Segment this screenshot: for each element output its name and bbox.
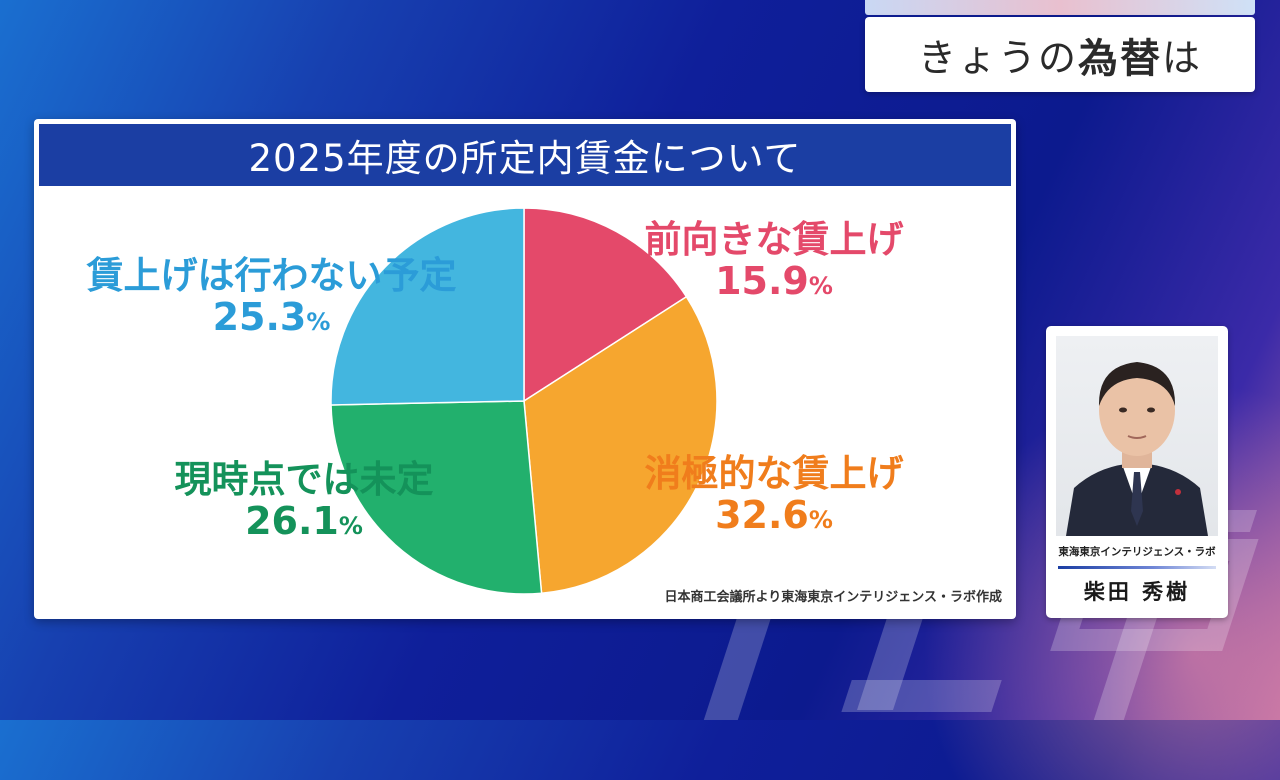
slice-value-1: 32.6 (715, 493, 809, 538)
slice-name-0: 前向きな賃上げ (644, 218, 904, 261)
slice-label-0: 前向きな賃上げ 15.9% (594, 219, 954, 303)
speaker-affiliation: 東海東京インテリジェンス・ラボ (1058, 546, 1216, 558)
chart-title: 2025年度の所定内賃金について (39, 124, 1011, 186)
speaker-name: 柴田 秀樹 (1083, 580, 1191, 604)
slice-value-3: 25.3 (212, 295, 307, 340)
pie-chart (330, 207, 718, 595)
slice-label-2: 現時点では未定 26.1% (144, 459, 464, 543)
topic-header: きょうの 為替 は (865, 0, 1255, 92)
topic-suffix: は (1162, 36, 1203, 80)
topic-header-strip (865, 0, 1255, 15)
pie-slice-0 (523, 207, 688, 403)
pie-slice-2 (330, 400, 543, 595)
slice-label-3: 賃上げは行わない予定 25.3% (54, 255, 489, 339)
slice-label-1: 消極的な賃上げ 32.6% (589, 453, 959, 537)
speaker-card: 東海東京インテリジェンス・ラボ 柴田 秀樹 (1046, 326, 1228, 618)
pie-slice-1 (523, 295, 718, 595)
chart-panel: 2025年度の所定内賃金について 前向きな賃上げ 15.9% 消極的な賃上げ 3… (34, 119, 1016, 619)
slice-name-2: 現時点では未定 (174, 458, 434, 501)
source-note: 日本商工会議所より東海東京インテリジェンス・ラボ作成 (664, 590, 1002, 605)
topic-prefix: きょうの (917, 36, 1078, 80)
topic-label-box: きょうの 為替 は (865, 17, 1255, 92)
slice-value-2: 26.1 (245, 499, 339, 544)
slice-name-1: 消極的な賃上げ (644, 452, 904, 495)
slice-value-0: 15.9 (715, 259, 809, 304)
speaker-photo (1056, 336, 1218, 536)
affiliation-divider (1058, 566, 1216, 569)
pie-slice-3 (330, 207, 525, 406)
slice-name-3: 賃上げは行わない予定 (86, 254, 457, 297)
topic-emphasis: 為替 (1078, 35, 1162, 82)
